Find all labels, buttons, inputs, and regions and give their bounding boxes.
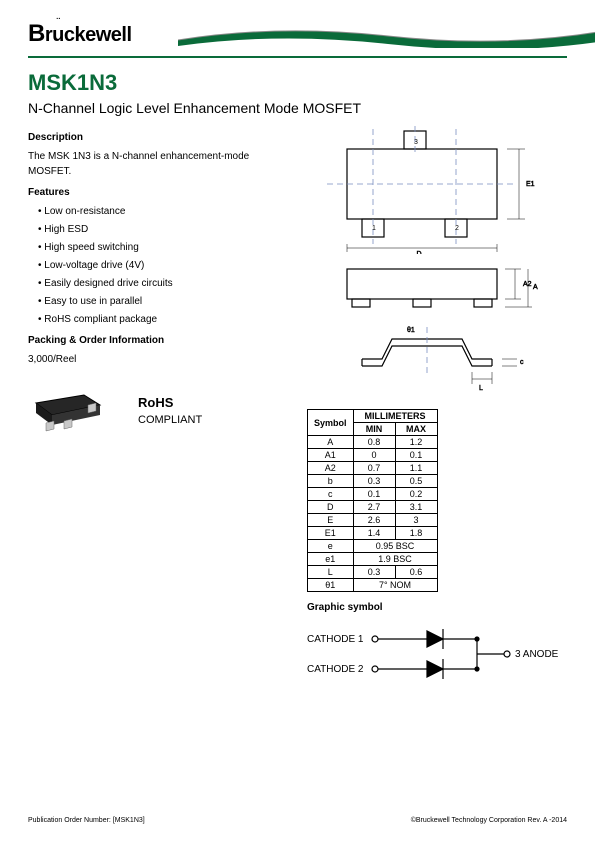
package-end-view: θ1 c L xyxy=(307,324,547,394)
table-row: e11.9 BSC xyxy=(308,553,438,566)
table-row: b0.30.5 xyxy=(308,475,438,488)
table-row: A0.81.2 xyxy=(308,436,438,449)
subtitle: N-Channel Logic Level Enhancement Mode M… xyxy=(28,100,567,116)
features-list: Low on-resistance High ESD High speed sw… xyxy=(38,204,287,327)
packing-value: 3,000/Reel xyxy=(28,352,287,367)
features-heading: Features xyxy=(28,185,287,200)
brand-logo: BBruckewellru¨ckewell xyxy=(28,20,132,48)
left-column: Description The MSK 1N3 is a N-channel e… xyxy=(28,124,287,696)
feature-item: Easy to use in parallel xyxy=(38,294,287,309)
feature-item: RoHS compliant package xyxy=(38,312,287,327)
table-row: E2.63 xyxy=(308,514,438,527)
table-row: D2.73.1 xyxy=(308,501,438,514)
content: MSK1N3 N-Channel Logic Level Enhancement… xyxy=(0,58,595,696)
svg-text:2: 2 xyxy=(455,225,459,232)
table-row: L0.30.6 xyxy=(308,566,438,579)
table-row: c0.10.2 xyxy=(308,488,438,501)
dim-header-max: MAX xyxy=(395,423,437,436)
feature-item: High ESD xyxy=(38,222,287,237)
table-row: E11.41.8 xyxy=(308,527,438,540)
package-top-view: E1 D 1 2 3 xyxy=(307,124,547,254)
dimensions-table: Symbol MILLIMETERS MIN MAX A0.81.2A100.1… xyxy=(307,409,438,592)
description-line1: The MSK 1N3 is a N-channel enhancement-m… xyxy=(28,149,287,164)
dim-header-group: MILLIMETERS xyxy=(353,410,437,423)
header: BBruckewellru¨ckewell xyxy=(0,0,595,50)
dim-header-min: MIN xyxy=(353,423,395,436)
svg-text:1: 1 xyxy=(372,225,376,232)
footer-right: ©Bruckewell Technology Corporation Rev. … xyxy=(411,817,567,824)
package-3d-icon xyxy=(28,383,108,438)
graphic-symbol: CATHODE 1 CATHODE 2 3 ANODE xyxy=(307,621,567,696)
dim-header-symbol: Symbol xyxy=(308,410,354,436)
svg-text:c: c xyxy=(520,359,524,366)
table-row: θ17° NOM xyxy=(308,579,438,592)
packing-heading: Packing & Order Information xyxy=(28,333,287,348)
svg-text:A: A xyxy=(533,284,538,291)
svg-text:3: 3 xyxy=(414,139,418,146)
logo-row: BBruckewellru¨ckewell xyxy=(28,18,567,50)
rohs-title: RoHS xyxy=(138,393,202,413)
description-line2: MOSFET. xyxy=(28,164,287,179)
table-row: A100.1 xyxy=(308,449,438,462)
rohs-row: RoHS COMPLIANT xyxy=(28,383,287,438)
feature-item: High speed switching xyxy=(38,240,287,255)
rohs-label: RoHS COMPLIANT xyxy=(138,393,202,429)
svg-text:A2: A2 xyxy=(523,281,532,288)
pin2-label: CATHODE 2 xyxy=(307,664,364,675)
description-heading: Description xyxy=(28,130,287,145)
table-row: A20.71.1 xyxy=(308,462,438,475)
part-number: MSK1N3 xyxy=(28,70,567,96)
svg-text:θ1: θ1 xyxy=(407,327,415,334)
footer-left: Publication Order Number: [MSK1N3] xyxy=(28,817,145,824)
svg-text:E1: E1 xyxy=(526,181,535,188)
table-row: e0.95 BSC xyxy=(308,540,438,553)
svg-text:L: L xyxy=(479,385,483,392)
right-column: E1 D 1 2 3 xyxy=(287,124,567,696)
svg-text:D: D xyxy=(416,251,421,254)
footer: Publication Order Number: [MSK1N3] ©Bruc… xyxy=(28,817,567,824)
header-swoosh xyxy=(178,26,595,48)
rohs-sub: COMPLIANT xyxy=(138,412,202,429)
feature-item: Low on-resistance xyxy=(38,204,287,219)
graphic-symbol-heading: Graphic symbol xyxy=(307,602,567,613)
feature-item: Easily designed drive circuits xyxy=(38,276,287,291)
pin3-label: 3 ANODE xyxy=(515,649,559,660)
package-side-view: A2 A xyxy=(307,259,547,319)
pin1-label: CATHODE 1 xyxy=(307,634,364,645)
feature-item: Low-voltage drive (4V) xyxy=(38,258,287,273)
